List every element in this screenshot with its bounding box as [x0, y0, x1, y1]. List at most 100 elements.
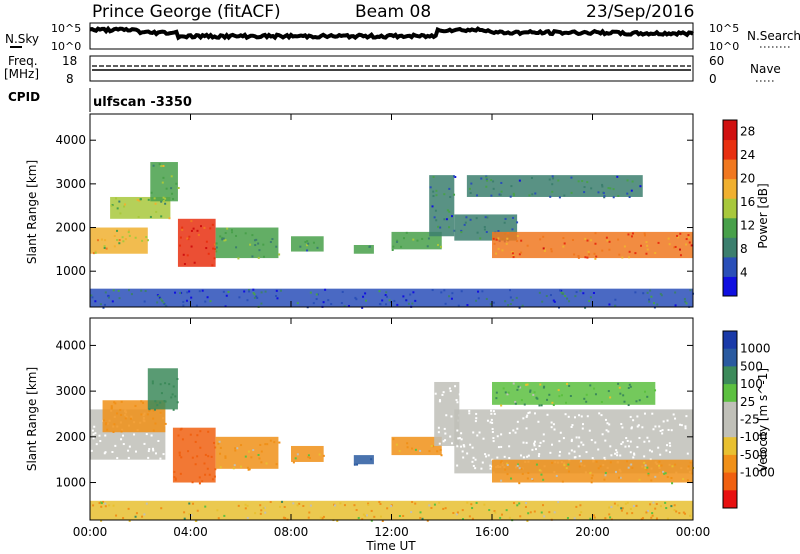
power-echo-speckle	[688, 241, 691, 244]
velocity-echo-speckle	[100, 502, 103, 505]
power-echo-speckle	[468, 187, 471, 190]
power-echo-speckle	[631, 180, 634, 183]
power-echo-speckle	[448, 295, 451, 298]
velocity-echo-speckle	[262, 507, 265, 510]
velocity-echo-speckle	[191, 456, 194, 459]
power-echo-speckle	[483, 228, 486, 231]
power-echo-speckle	[643, 234, 646, 237]
velocity-echo-speckle	[207, 430, 210, 433]
power-echo-speckle	[113, 234, 116, 237]
velocity-echo-speckle	[525, 501, 528, 504]
power-echo-speckle	[511, 228, 514, 231]
velocity-echo-speckle	[597, 448, 600, 451]
velocity-echo-speckle	[176, 378, 179, 381]
velocity-echo-speckle	[588, 429, 591, 432]
power-colorbar-tick-label: 12	[740, 219, 755, 233]
power-echo-speckle	[182, 304, 185, 307]
power-echo-speckle	[221, 236, 224, 239]
velocity-echo-speckle	[157, 439, 160, 442]
velocity-echo-speckle	[174, 478, 177, 481]
velocity-echo-speckle	[506, 462, 509, 465]
velocity-echo-speckle	[493, 510, 496, 513]
velocity-echo-speckle	[610, 454, 613, 457]
velocity-echo-speckle	[608, 506, 611, 509]
power-echo-speckle	[616, 175, 619, 178]
velocity-echo-speckle	[553, 428, 556, 431]
velocity-echo-speckle	[298, 502, 301, 505]
power-echo-speckle	[643, 232, 646, 235]
power-echo-speckle	[179, 292, 182, 295]
power-echo-speckle	[162, 196, 165, 199]
power-echo-speckle	[685, 302, 688, 305]
power-echo-speckle	[384, 294, 387, 297]
velocity-echo-speckle	[100, 505, 103, 508]
power-echo-speckle	[646, 248, 649, 251]
power-echo-speckle	[689, 289, 692, 292]
velocity-echo-speckle	[204, 505, 207, 508]
velocity-echo-speckle	[641, 426, 644, 429]
velocity-echo-speckle	[269, 501, 272, 504]
velocity-echo-speckle	[504, 468, 507, 471]
power-echo-speckle	[518, 179, 521, 182]
power-echo-speckle	[486, 216, 489, 219]
velocity-echo-speckle	[370, 458, 373, 461]
power-echo-speckle	[369, 245, 372, 248]
x-axis-label: Time UT	[365, 539, 416, 553]
velocity-echo-speckle	[604, 439, 607, 442]
velocity-echo-speckle	[151, 382, 154, 385]
velocity-echo-speckle	[104, 434, 107, 437]
velocity-echo-speckle	[217, 442, 220, 445]
power-echo-speckle	[685, 243, 688, 246]
power-echo-speckle	[231, 231, 234, 234]
velocity-echo-speckle	[470, 503, 473, 506]
velocity-echo-speckle	[461, 450, 464, 453]
velocity-echo-speckle	[649, 503, 652, 506]
velocity-echo-speckle	[506, 393, 509, 396]
power-echo-speckle	[115, 197, 118, 200]
power-echo-speckle	[170, 175, 173, 178]
velocity-echo-speckle	[607, 390, 610, 393]
power-echo-speckle	[213, 257, 216, 260]
power-echo-speckle	[253, 296, 256, 299]
velocity-echo-speckle	[468, 515, 471, 518]
velocity-echo-speckle	[635, 400, 638, 403]
velocity-echo-speckle	[658, 425, 661, 428]
velocity-echo-speckle	[336, 519, 339, 522]
cpid-program: ulfscan -3350	[93, 95, 192, 110]
power-echo-speckle	[626, 192, 629, 195]
velocity-echo-speckle	[224, 456, 227, 459]
power-echo-speckle	[364, 292, 367, 295]
power-echo-speckle	[557, 179, 560, 182]
power-echo-speckle	[219, 235, 222, 238]
velocity-echo-speckle	[379, 502, 382, 505]
velocity-echo-speckle	[650, 516, 653, 519]
velocity-echo-speckle	[196, 509, 199, 512]
power-echo-speckle	[174, 291, 177, 294]
velocity-colorbar-segment	[723, 454, 737, 474]
velocity-echo-speckle	[392, 438, 395, 441]
velocity-echo-speckle	[455, 513, 458, 516]
velocity-echo-speckle	[518, 467, 521, 470]
power-echo-speckle	[260, 302, 263, 305]
power-echo-speckle	[262, 243, 265, 246]
x-tick-label: 00:00	[676, 525, 711, 539]
velocity-echo-speckle	[260, 461, 263, 464]
power-echo-speckle	[249, 243, 252, 246]
velocity-echo-speckle	[531, 478, 534, 481]
velocity-echo-speckle	[621, 426, 624, 429]
velocity-echo-speckle	[537, 455, 540, 458]
velocity-echo-speckle	[248, 468, 251, 471]
power-echo-speckle	[464, 221, 467, 224]
velocity-echo-speckle	[474, 420, 477, 423]
power-echo-speckle	[649, 289, 652, 292]
velocity-echo-speckle	[585, 451, 588, 454]
power-echo-speckle	[256, 296, 259, 299]
velocity-echo-speckle	[122, 517, 125, 520]
velocity-echo-speckle	[566, 517, 569, 520]
velocity-echo-speckle	[432, 445, 435, 448]
velocity-echo-speckle	[684, 512, 687, 515]
velocity-echo-speckle	[259, 443, 262, 446]
power-echo-speckle	[193, 261, 196, 264]
velocity-echo-layer	[90, 368, 695, 522]
velocity-echo-speckle	[364, 515, 367, 518]
